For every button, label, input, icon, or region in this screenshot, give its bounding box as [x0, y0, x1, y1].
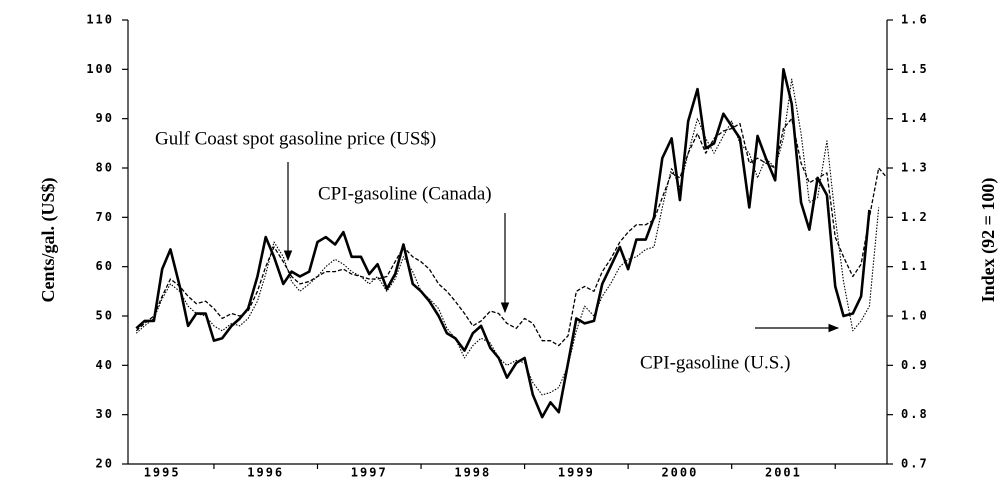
- y-tick-label: 40: [96, 358, 114, 372]
- series-label: CPI-gasoline (Canada): [318, 183, 492, 204]
- y2-tick-label: 1.4: [901, 111, 929, 125]
- y2-tick-label: 1.5: [901, 62, 929, 76]
- y2-tick-label: 0.7: [901, 457, 929, 471]
- y-axis-title: Cents/gal. (US$): [38, 177, 59, 302]
- y2-axis-title: Index (92 = 100): [978, 178, 999, 303]
- x-tick-label: 1995: [144, 466, 181, 477]
- y2-tick-label: 1.2: [901, 210, 929, 224]
- y2-tick-label: 0.8: [901, 407, 929, 421]
- y2-tick-label: 0.9: [901, 358, 929, 372]
- x-tick-label: 1998: [454, 466, 491, 477]
- y-tick-label: 30: [96, 407, 114, 421]
- x-tick-label: 2001: [765, 466, 802, 477]
- y-tick-label: 80: [96, 161, 114, 175]
- x-tick-label: 1999: [558, 466, 595, 477]
- x-tick-label: 1996: [247, 466, 284, 477]
- y-tick-label: 90: [96, 111, 114, 125]
- y2-tick-label: 1.6: [901, 13, 929, 27]
- series-label: Gulf Coast spot gasoline price (US$): [155, 128, 436, 149]
- y-tick-label: 50: [96, 309, 114, 323]
- axes: [127, 20, 888, 465]
- y2-tick-label: 1.0: [901, 309, 929, 323]
- x-tick-label: 2000: [661, 466, 698, 477]
- series-label: CPI-gasoline (U.S.): [640, 352, 790, 373]
- y-tick-label: 110: [86, 13, 114, 27]
- y-tick-label: 70: [96, 210, 114, 224]
- y-tick-label: 100: [86, 62, 114, 76]
- series-line: [135, 118, 888, 347]
- y2-tick-label: 1.1: [901, 259, 929, 273]
- y-tick-label: 60: [96, 259, 114, 273]
- y-tick-label: 20: [96, 457, 114, 471]
- series-line: [135, 68, 871, 419]
- series-line: [135, 78, 880, 396]
- x-tick-label: 1997: [351, 466, 388, 477]
- y2-tick-label: 1.3: [901, 161, 929, 175]
